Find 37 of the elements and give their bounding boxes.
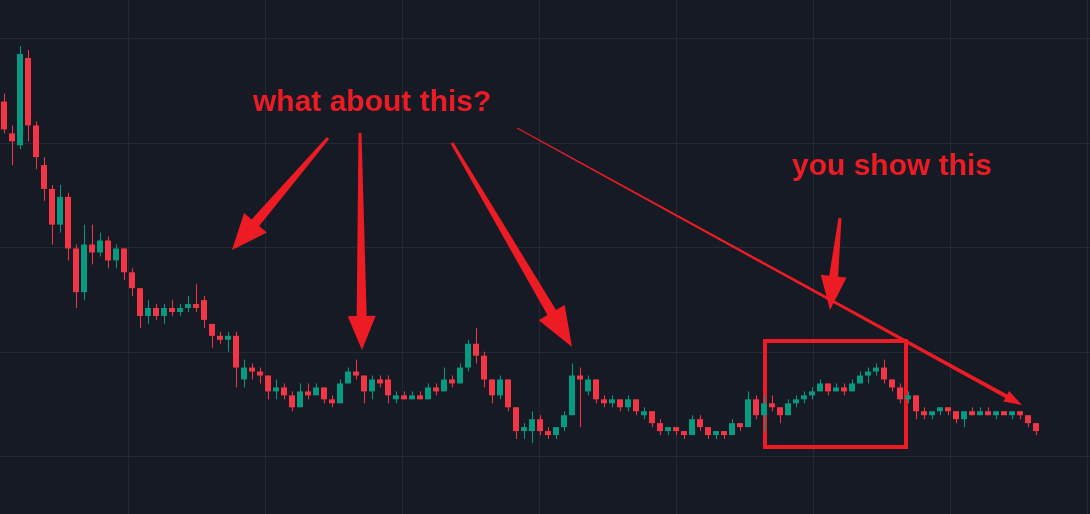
candlestick xyxy=(369,375,375,400)
candlestick xyxy=(225,331,231,353)
candlestick xyxy=(201,295,207,329)
candlestick xyxy=(753,394,759,420)
candlestick xyxy=(497,375,503,400)
candlestick xyxy=(41,156,47,202)
candlestick xyxy=(241,359,247,388)
candlestick xyxy=(113,244,119,269)
candlestick xyxy=(465,339,471,373)
candlestick xyxy=(97,232,103,257)
candlestick xyxy=(897,382,903,404)
candlestick xyxy=(537,414,543,436)
candlestick xyxy=(481,351,487,388)
candlestick xyxy=(161,303,167,325)
candlestick xyxy=(761,394,767,432)
candlestick xyxy=(145,299,151,325)
annotation: what about this? xyxy=(252,84,492,117)
candlestick xyxy=(121,247,127,281)
candlestick xyxy=(913,394,919,420)
candlestick xyxy=(585,375,591,396)
candlestick xyxy=(513,406,519,440)
candlestick xyxy=(289,390,295,412)
candlestick xyxy=(129,267,135,297)
candlestick xyxy=(385,375,391,404)
candlestick xyxy=(561,410,567,432)
candlestick xyxy=(881,359,887,384)
candlestick xyxy=(473,327,479,365)
candlestick xyxy=(273,378,279,400)
annotation: you show this xyxy=(792,148,993,181)
candlestick xyxy=(489,378,495,404)
candlestick xyxy=(529,410,535,444)
candlestick xyxy=(353,359,359,380)
candlestick xyxy=(361,375,367,404)
candlestick xyxy=(193,283,199,313)
candlestick xyxy=(9,124,15,166)
candlestick xyxy=(593,378,599,404)
candlestick xyxy=(105,236,111,269)
